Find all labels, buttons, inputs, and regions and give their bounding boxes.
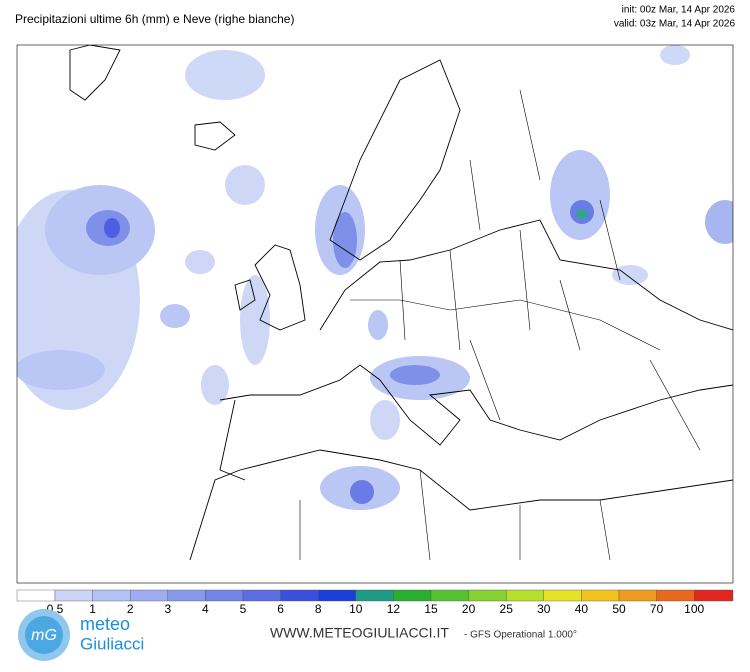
legend-swatch <box>16 589 56 602</box>
logo-bottom: Giuliacci <box>80 634 144 653</box>
legend-swatch <box>129 589 168 602</box>
legend-swatch <box>205 589 244 602</box>
map-frame <box>16 44 734 584</box>
legend-swatch <box>167 589 206 602</box>
legend-swatch <box>280 589 319 602</box>
legend-label: 70 <box>650 602 664 616</box>
legend-label: 10 <box>349 602 363 616</box>
legend-label: 25 <box>500 602 514 616</box>
legend-swatch <box>656 589 695 602</box>
legend-swatch <box>242 589 281 602</box>
legend-label: 20 <box>462 602 476 616</box>
legend-swatch <box>543 589 582 602</box>
legend-label: 50 <box>612 602 626 616</box>
legend-swatch <box>355 589 394 602</box>
legend-swatch <box>581 589 620 602</box>
legend-swatch <box>430 589 469 602</box>
legend-swatch <box>318 589 357 602</box>
legend-swatch <box>393 589 432 602</box>
map-title: Precipitazioni ultime 6h (mm) e Neve (ri… <box>15 12 294 26</box>
legend-label: 5 <box>240 602 247 616</box>
legend-label: 4 <box>202 602 209 616</box>
legend-label: 30 <box>537 602 551 616</box>
model-name: - GFS Operational 1.000° <box>464 630 577 641</box>
legend-label: 6 <box>277 602 284 616</box>
init-time: init: 00z Mar, 14 Apr 2026 <box>622 5 736 16</box>
legend-label: 2 <box>127 602 134 616</box>
borders <box>299 89 701 561</box>
coastlines <box>69 45 733 561</box>
legend-label: 12 <box>387 602 401 616</box>
logo-icon: mG <box>31 627 57 644</box>
legend-swatch <box>468 589 507 602</box>
legend-label: 100 <box>684 602 704 616</box>
valid-time: valid: 03z Mar, 14 Apr 2026 <box>614 19 736 30</box>
legend-swatch <box>694 589 734 602</box>
legend-swatch <box>92 589 131 602</box>
legend-label: 3 <box>164 602 171 616</box>
map <box>16 44 734 584</box>
logo-top: meteo <box>80 614 130 634</box>
legend-swatch <box>618 589 657 602</box>
legend-label: 8 <box>315 602 322 616</box>
legend-swatch <box>506 589 545 602</box>
legend-label: 1 <box>89 602 96 616</box>
legend-swatch <box>54 589 93 602</box>
legend-label: 15 <box>424 602 438 616</box>
precipitation <box>17 45 733 510</box>
color-legend: 0.5 1 2 3 4 5 6 8 10 12 15 20 25 30 40 50 70 100 <box>16 589 734 616</box>
logo: mG meteo Giuliacci <box>18 609 144 661</box>
site-url: WWW.METEOGIULIACCI.IT <box>270 625 449 641</box>
legend-label: 40 <box>575 602 589 616</box>
